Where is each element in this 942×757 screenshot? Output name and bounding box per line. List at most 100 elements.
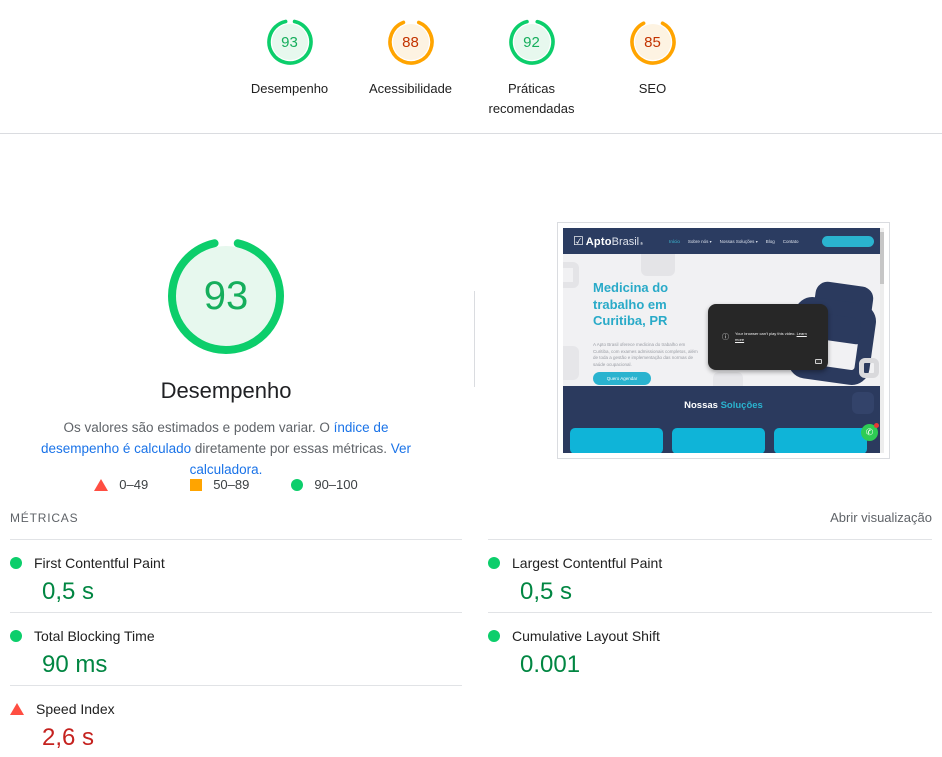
metric-speed-index: Speed Index 2,6 s xyxy=(10,685,462,752)
metric-cumulative-layout-shift: Cumulative Layout Shift 0.001 xyxy=(488,612,932,679)
see-calculator-link[interactable]: Ver calculadora. xyxy=(189,441,411,477)
metric-value: 0.001 xyxy=(520,651,581,678)
gauge-acessibilidade-small: 88 xyxy=(387,18,435,66)
metrics-column-left: First Contentful Paint 0,5 s Total Block… xyxy=(10,539,462,752)
performance-title: Desempenho xyxy=(160,378,292,403)
site-nav: Início Sobre nós ▾ Nossas Soluções ▾ Blo… xyxy=(669,239,798,244)
notification-dot xyxy=(874,423,879,428)
chevron-down-icon: ▾ xyxy=(755,238,758,244)
gauge-praticas-small: 92 xyxy=(508,18,556,66)
registered-mark: ® xyxy=(640,241,644,246)
legend-range: 0–49 xyxy=(119,477,149,492)
site-hero-title: Medicina do trabalho em Curitiba, PR xyxy=(593,280,669,328)
checkbox-logo-icon: ☑ xyxy=(573,234,584,248)
metric-label: Cumulative Layout Shift xyxy=(512,628,660,644)
site-solutions-section: Nossas Soluções xyxy=(563,386,884,453)
header-cta-button[interactable] xyxy=(822,235,874,247)
site-scrollbar xyxy=(880,228,884,453)
pass-circle-icon xyxy=(10,557,22,569)
logo-text-light: Brasil xyxy=(611,236,640,248)
metric-label: Total Blocking Time xyxy=(34,628,155,644)
score-value: 92 xyxy=(523,33,540,51)
score-scale-legend: 0–49 50–89 90–100 xyxy=(0,477,452,492)
performance-index-link[interactable]: índice de desempenho é calculado xyxy=(41,420,389,456)
metrics-column-right: Largest Contentful Paint 0,5 s Cumulativ… xyxy=(488,539,932,679)
screenshot-content: Medicina do trabalho em Curitiba, PR A A… xyxy=(563,228,884,453)
category-desempenho[interactable]: 93 Desempenho xyxy=(229,18,350,119)
whatsapp-icon: ✆ xyxy=(865,427,874,437)
performance-description: Os valores são estimados e podem variar.… xyxy=(26,417,426,480)
fail-triangle-icon xyxy=(94,478,109,491)
legend-fail: 0–49 xyxy=(94,477,148,492)
category-label: SEO xyxy=(638,81,667,96)
metric-value: 2,6 s xyxy=(42,724,95,751)
gauge-desempenho-small: 93 xyxy=(266,18,314,66)
category-acessibilidade[interactable]: 88 Acessibilidade xyxy=(350,18,471,119)
metric-largest-contentful-paint: Largest Contentful Paint 0,5 s xyxy=(488,539,932,612)
whatsapp-button[interactable]: ✆ xyxy=(861,423,879,441)
site-logo[interactable]: ☑ Apto Brasil ® xyxy=(573,234,643,248)
site-hero: Medicina do trabalho em Curitiba, PR A A… xyxy=(563,254,884,386)
nav-blog[interactable]: Blog xyxy=(765,238,775,244)
solution-card[interactable] xyxy=(774,428,867,453)
category-label: Acessibilidade xyxy=(368,81,453,96)
score-value: 88 xyxy=(402,33,419,51)
solution-card[interactable] xyxy=(672,428,765,453)
metric-label: Speed Index xyxy=(36,701,115,717)
gauge-seo-small: 85 xyxy=(629,18,677,66)
pass-circle-icon xyxy=(488,557,500,569)
metric-label: Largest Contentful Paint xyxy=(512,555,663,571)
metric-value: 0,5 s xyxy=(42,578,95,605)
legend-range: 90–100 xyxy=(314,477,358,492)
nav-sobre-nos[interactable]: Sobre nós ▾ xyxy=(687,238,712,244)
pass-circle-icon xyxy=(488,630,500,642)
section-divider xyxy=(0,133,942,134)
metric-total-blocking-time: Total Blocking Time 90 ms xyxy=(10,612,462,685)
legend-pass: 90–100 xyxy=(291,477,358,492)
solutions-cards xyxy=(570,428,867,453)
legend-average: 50–89 xyxy=(190,477,249,492)
pass-circle-icon xyxy=(291,478,304,491)
nav-inicio[interactable]: Início xyxy=(669,238,680,244)
open-visualization-link[interactable]: Abrir visualização xyxy=(830,510,932,525)
metric-label: First Contentful Paint xyxy=(34,555,165,571)
category-praticas-recomendadas[interactable]: 92 Práticas recomendadas xyxy=(471,18,592,119)
page-screenshot-thumbnail[interactable]: Medicina do trabalho em Curitiba, PR A A… xyxy=(557,222,890,459)
fail-triangle-icon xyxy=(10,703,24,715)
learn-more-link[interactable]: Learn more xyxy=(735,331,807,342)
pass-circle-icon xyxy=(10,630,22,642)
performance-score-value: 93 xyxy=(203,273,249,318)
metric-value: 0,5 s xyxy=(520,578,573,605)
solution-card[interactable] xyxy=(570,428,663,453)
deco-square xyxy=(859,358,879,378)
legend-range: 50–89 xyxy=(213,477,250,492)
chevron-down-icon: ▾ xyxy=(709,238,712,244)
site-hero-paragraph: A Apto Brasil oferece medicina do trabal… xyxy=(593,342,698,367)
picture-in-picture-icon[interactable] xyxy=(815,359,822,364)
category-label: Desempenho xyxy=(250,81,329,96)
description-text: diretamente por essas métricas. xyxy=(191,441,391,456)
metrics-header: MÉTRICAS Abrir visualização xyxy=(10,510,932,525)
vertical-divider xyxy=(474,291,475,387)
score-value: 93 xyxy=(281,33,298,51)
deco-square xyxy=(852,392,874,414)
logo-text-bold: Apto xyxy=(585,236,612,248)
video-error-overlay: ⓘ Your browser can't play this video. Le… xyxy=(708,304,828,370)
score-summary: 93 Desempenho 88 Acessibilidade 92 Práti… xyxy=(0,18,942,119)
metrics-heading: MÉTRICAS xyxy=(10,511,79,525)
info-icon: ⓘ xyxy=(722,334,729,341)
scrollbar-thumb[interactable] xyxy=(880,232,884,284)
video-error-text: Your browser can't play this video. xyxy=(735,331,796,336)
site-hero-cta-button[interactable]: Quero Agendar xyxy=(593,372,651,385)
score-value: 85 xyxy=(644,33,661,51)
deco-square xyxy=(563,262,579,288)
nav-contato[interactable]: Contato xyxy=(782,238,799,244)
average-square-icon xyxy=(190,478,203,491)
deco-square xyxy=(713,372,743,386)
category-seo[interactable]: 85 SEO xyxy=(592,18,713,119)
deco-square xyxy=(641,254,675,276)
performance-gauge: 93 xyxy=(166,236,286,356)
nav-nossas-solucoes[interactable]: Nossas Soluções ▾ xyxy=(719,238,758,244)
deco-square xyxy=(563,346,579,380)
